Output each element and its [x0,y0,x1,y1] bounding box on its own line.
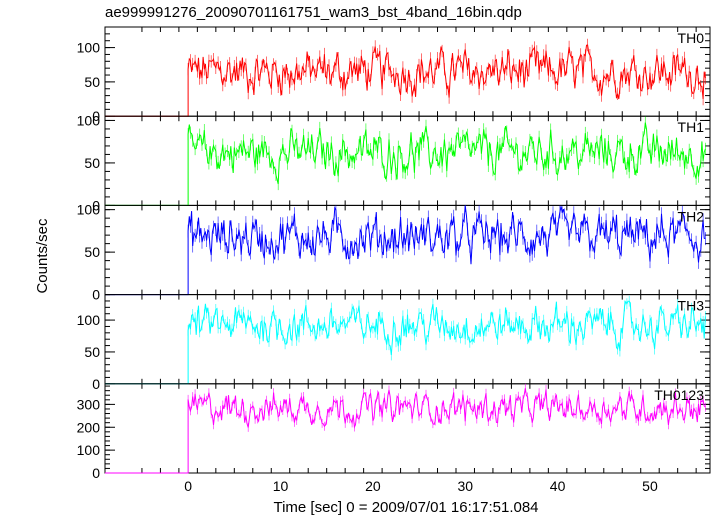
series-line-TH3 [105,300,706,385]
series-error-bars-TH1 [187,116,706,191]
series-error-bars-TH2 [187,205,706,269]
y-tick-label: 300 [77,396,101,412]
x-tick-label: 50 [642,478,658,494]
series-error-bars-TH0123 [187,383,706,432]
y-tick-label: 50 [84,344,100,360]
y-tick-label: 100 [77,442,101,458]
y-tick-label: 100 [77,112,101,128]
x-axis-label: Time [sec] 0 = 2009/07/01 16:17:51.084 [273,499,538,516]
y-tick-label: 0 [92,376,100,392]
y-tick-label: 100 [77,40,101,56]
x-tick-label: 30 [457,478,473,494]
panel-frame-TH0123 [104,383,711,474]
panel-frame-TH1 [104,115,711,206]
panel-label-TH2: TH2 [678,208,705,224]
y-tick-label: 100 [77,202,101,218]
series-line-TH0123 [105,388,706,474]
series-error-bars-TH3 [187,295,706,361]
series-error-bars-TH0 [187,38,706,106]
y-tick-label: 200 [77,419,101,435]
y-tick-label: 0 [92,197,100,213]
x-tick-label: 10 [273,478,289,494]
y-tick-label: 0 [92,108,100,124]
panel-label-TH1: TH1 [678,119,705,135]
series-line-TH0 [105,44,706,117]
y-tick-label: 50 [84,74,100,90]
y-tick-label: 0 [92,465,100,481]
series-line-TH1 [105,122,706,206]
y-tick-label: 0 [92,287,100,303]
y-tick-label: 100 [77,312,101,328]
x-tick-label: 0 [184,478,192,494]
y-tick-label: 50 [84,244,100,260]
series-line-TH2 [105,205,706,296]
panel-frame-TH0 [104,26,711,117]
y-axis-label: Counts/sec [34,218,51,294]
panel-label-TH3: TH3 [678,298,705,314]
chart-title: ae999991276_20090701161751_wam3_bst_4ban… [105,4,522,21]
x-tick-label: 20 [365,478,381,494]
panel-label-TH0: TH0 [678,30,705,46]
y-tick-label: 50 [84,155,100,171]
panel-label-TH0123: TH0123 [654,387,704,403]
panel-frame-TH3 [104,294,711,385]
x-tick-label: 40 [550,478,566,494]
